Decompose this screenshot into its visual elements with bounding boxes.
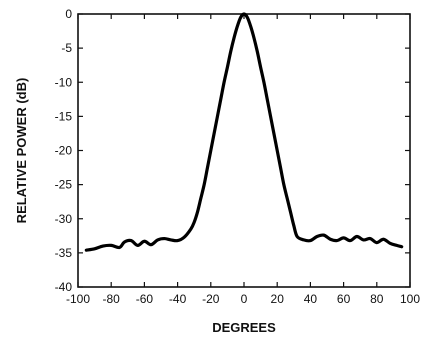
x-axis-ticks: -100 -80 -60 -40 -20 0 20 40 60 80 100 <box>66 14 420 306</box>
y-tick-label: -10 <box>55 75 73 89</box>
x-tick-label: -40 <box>169 292 187 306</box>
y-tick-label: -35 <box>55 246 73 260</box>
y-tick-label: -25 <box>55 178 73 192</box>
y-tick-label: -5 <box>61 41 72 55</box>
y-tick-label: -30 <box>55 212 73 226</box>
y-tick-label: -15 <box>55 109 73 123</box>
y-axis-title: RELATIVE POWER (dB) <box>14 78 29 224</box>
x-tick-label: -60 <box>136 292 154 306</box>
x-tick-label: 40 <box>304 292 318 306</box>
series-line <box>84 12 404 252</box>
x-tick-label: -100 <box>66 292 90 306</box>
y-tick-label: 0 <box>65 7 72 21</box>
x-axis-title: DEGREES <box>212 320 276 335</box>
x-tick-label: -20 <box>202 292 220 306</box>
x-tick-label: 20 <box>271 292 285 306</box>
x-tick-label: 0 <box>241 292 248 306</box>
x-tick-label: -80 <box>103 292 121 306</box>
plot-frame <box>77 13 411 288</box>
x-tick-label: 60 <box>337 292 351 306</box>
x-tick-label: 80 <box>370 292 384 306</box>
x-tick-label: 100 <box>400 292 420 306</box>
y-tick-label: -40 <box>55 280 73 294</box>
y-tick-label: -20 <box>55 144 73 158</box>
y-axis-ticks: 0 -5 -10 -15 -20 -25 -30 -35 -40 <box>55 7 410 294</box>
